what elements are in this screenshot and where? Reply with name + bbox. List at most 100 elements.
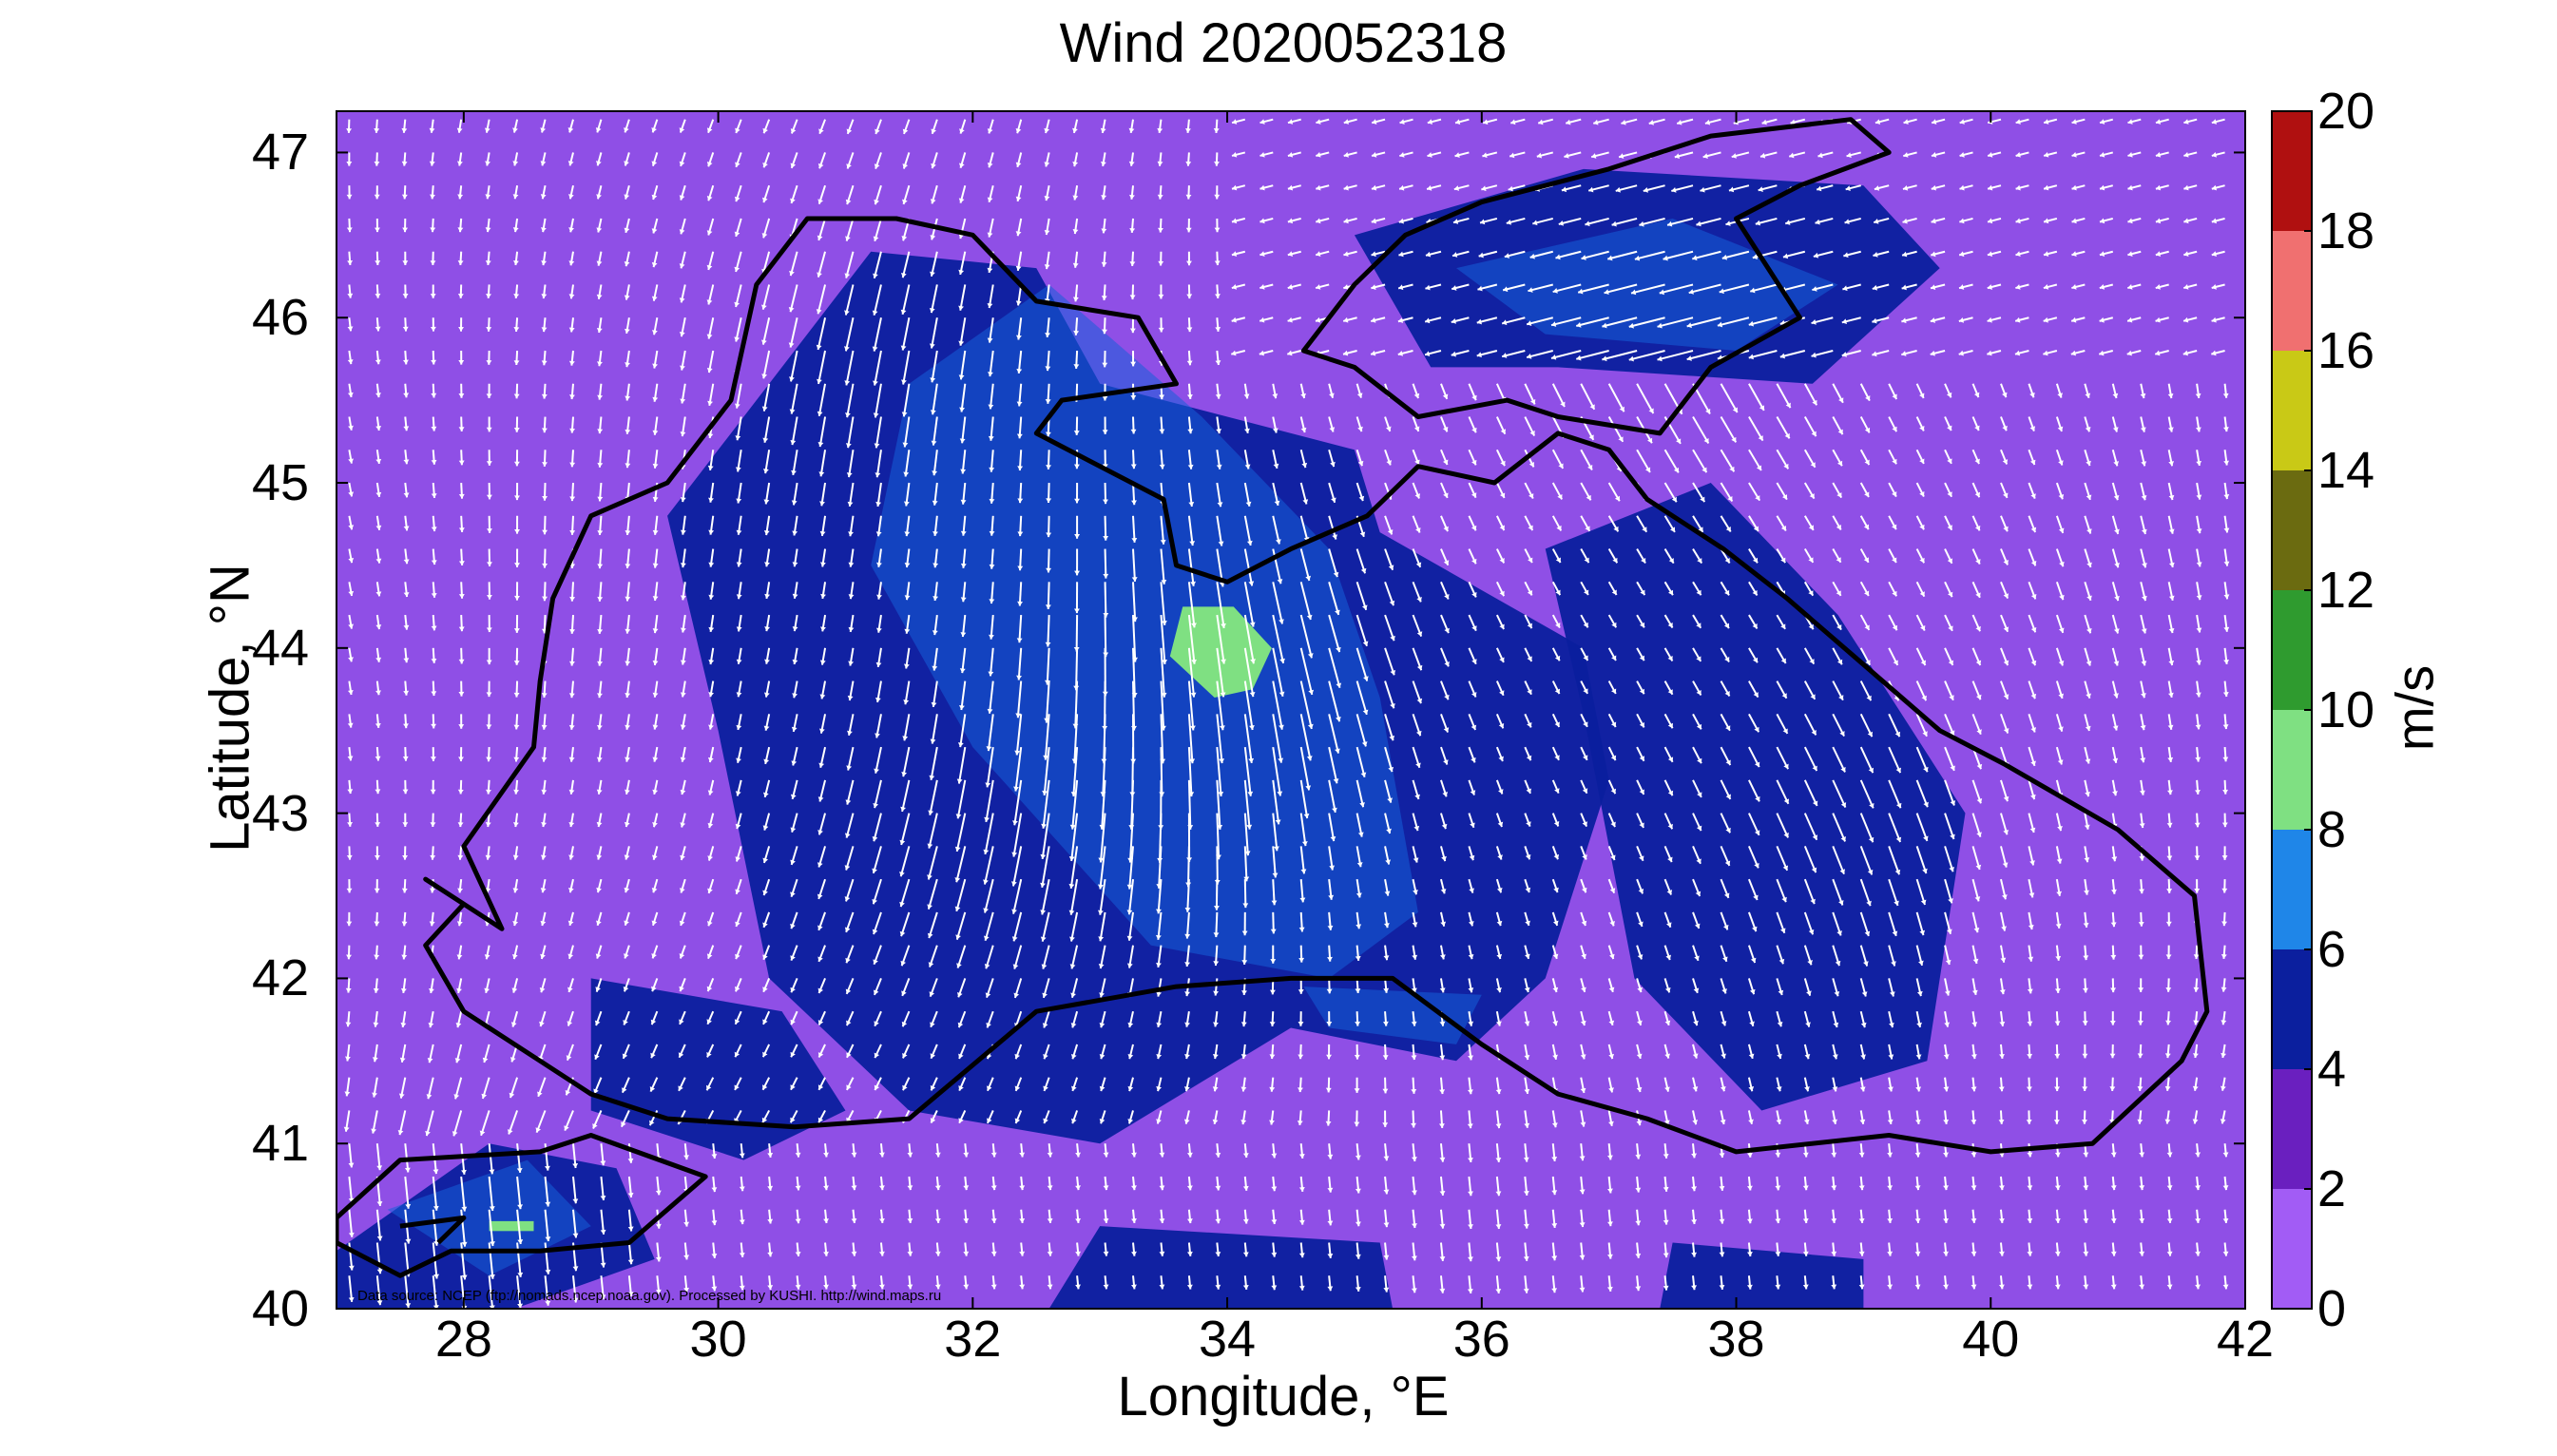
wind-vector	[651, 251, 659, 268]
wind-vector	[1316, 184, 1330, 191]
wind-vector	[458, 383, 465, 398]
wind-vector	[788, 284, 798, 313]
wind-vector	[1606, 1275, 1613, 1292]
wind-vector	[2166, 779, 2173, 795]
wind-vector	[457, 779, 464, 795]
wind-vector	[625, 450, 631, 469]
wind-vector	[454, 1044, 463, 1063]
wind-vector	[2071, 118, 2086, 125]
wind-vector	[791, 450, 798, 476]
wind-vector	[1776, 813, 1789, 838]
wind-vector	[1720, 911, 1729, 930]
wind-vector	[1688, 283, 1721, 295]
wind-vector	[1903, 151, 1917, 158]
wind-vector	[2167, 482, 2175, 501]
wind-vector	[347, 680, 354, 696]
wind-vector	[763, 714, 771, 731]
wind-vector	[2109, 1077, 2116, 1091]
wind-vector	[1524, 978, 1530, 993]
wind-vector	[1915, 515, 1925, 530]
wind-vector	[819, 680, 827, 699]
wind-vector	[375, 515, 382, 530]
wind-vector	[1776, 680, 1788, 699]
wind-vector	[851, 1209, 857, 1224]
wind-vector	[1915, 978, 1923, 997]
wind-vector	[1495, 1143, 1502, 1163]
wind-vector	[1607, 813, 1616, 828]
wind-vector	[901, 383, 911, 417]
wind-vector	[1720, 383, 1739, 413]
wind-vector	[2054, 1209, 2061, 1223]
wind-vector	[2139, 1275, 2145, 1290]
wind-vector	[1425, 250, 1442, 258]
wind-vector	[983, 878, 994, 913]
wind-vector	[1944, 383, 1952, 398]
wind-vector	[1216, 582, 1226, 629]
wind-vector	[1832, 482, 1843, 499]
wind-vector	[1439, 1176, 1446, 1197]
x-tick-label: 36	[1452, 1311, 1510, 1368]
wind-vector	[707, 813, 715, 829]
wind-vector	[1803, 416, 1817, 437]
wind-vector	[1776, 779, 1790, 805]
wind-vector	[1355, 945, 1361, 961]
colorbar-tick-label: 12	[2317, 562, 2375, 619]
wind-vector	[1915, 383, 1925, 399]
wind-vector	[790, 184, 798, 204]
wind-vector	[873, 383, 882, 418]
wind-vector	[541, 251, 548, 266]
wind-vector	[2000, 714, 2009, 734]
wind-vector	[1187, 482, 1195, 508]
wind-vector	[817, 416, 827, 448]
wind-vector	[708, 680, 715, 698]
wind-vector	[1425, 283, 1442, 291]
wind-vector	[1241, 911, 1248, 936]
wind-vector	[1451, 283, 1470, 291]
wind-vector	[963, 1242, 970, 1256]
wind-vector	[540, 119, 547, 133]
wind-vector	[1524, 383, 1536, 405]
wind-vector	[706, 152, 715, 167]
wind-vector	[990, 1143, 997, 1158]
wind-vector	[1045, 317, 1051, 337]
wind-vector	[624, 218, 630, 234]
wind-vector	[706, 184, 715, 201]
wind-vector	[2099, 118, 2114, 125]
wind-vector	[2055, 614, 2065, 634]
wind-vector	[848, 614, 855, 633]
wind-vector	[1832, 449, 1843, 467]
wind-vector	[2084, 746, 2091, 764]
wind-vector	[2110, 911, 2117, 928]
wind-vector	[1607, 1209, 1613, 1227]
wind-vector	[429, 911, 435, 927]
wind-vector	[844, 911, 855, 933]
wind-vector	[1775, 1242, 1781, 1256]
wind-vector	[1454, 151, 1470, 158]
wind-vector	[1802, 1209, 1809, 1224]
wind-vector	[1636, 1077, 1643, 1093]
wind-vector	[1412, 1176, 1417, 1196]
wind-vector	[902, 1077, 911, 1091]
wind-vector	[1412, 515, 1421, 533]
wind-vector	[1832, 978, 1840, 997]
wind-vector	[711, 1275, 718, 1292]
wind-vector	[651, 846, 659, 860]
wind-vector	[873, 350, 882, 386]
wind-vector	[2140, 416, 2146, 432]
wind-vector	[655, 1242, 662, 1262]
wind-vector	[1399, 118, 1413, 125]
wind-vector	[1663, 482, 1678, 503]
wind-vector	[513, 416, 520, 432]
wind-vector	[1102, 350, 1108, 368]
wind-vector	[1636, 845, 1644, 862]
wind-vector	[680, 647, 686, 665]
wind-vector	[1506, 217, 1526, 225]
wind-vector	[597, 515, 604, 536]
wind-vector	[1468, 680, 1477, 698]
wind-vector	[1607, 878, 1616, 894]
wind-vector	[1068, 846, 1079, 890]
wind-vector	[485, 878, 491, 893]
wind-vector	[1607, 1110, 1614, 1127]
wind-vector	[1841, 316, 1861, 325]
wind-vector	[983, 911, 994, 942]
